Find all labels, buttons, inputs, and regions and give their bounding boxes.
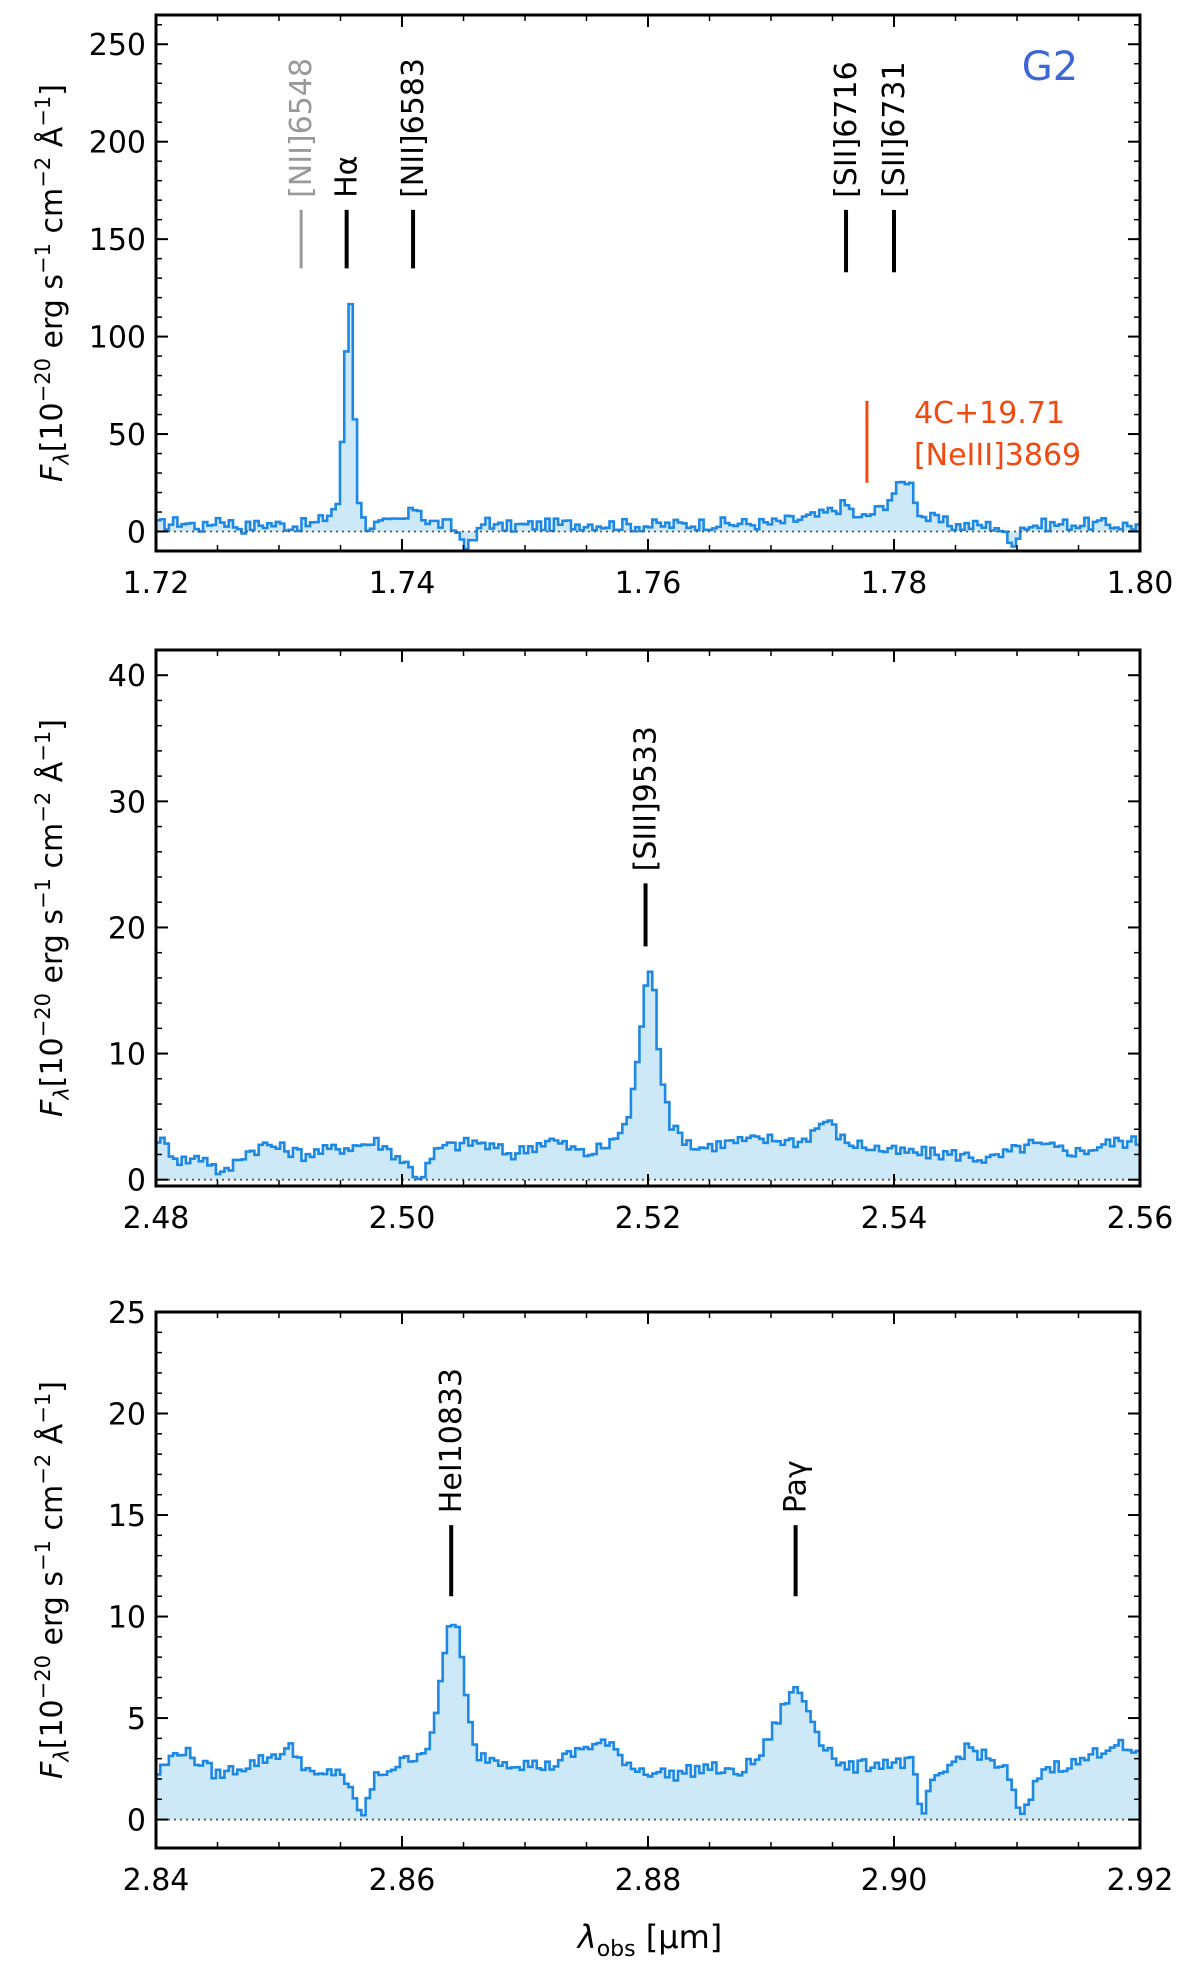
line-label: [NII]6583 [396,58,431,198]
y-label-part: −1 [31,731,55,762]
x-tick-label: 2.52 [615,1201,682,1236]
foreground-label-top: 4C+19.71 [914,396,1065,431]
y-tick-label: 200 [89,126,146,161]
y-label-part: λ [50,1087,74,1100]
x-tick-label: 1.72 [123,566,190,601]
y-label-part: λ [50,452,74,465]
x-tick-label: 2.48 [123,1201,190,1236]
y-label-part: λ [50,1749,74,1762]
x-tick-label: 1.74 [369,566,436,601]
y-tick-label: 0 [127,516,146,551]
x-tick-label: 2.84 [123,1863,190,1898]
x-axis-label: λobs [μm] [576,1918,723,1962]
line-label: HeI10833 [434,1368,469,1513]
panels: 1.72 1.74 1.76 1.78 1.80050100150200250[NII]… [31,13,1174,1898]
y-label-part: [10 [35,1699,70,1749]
x-tick-label: 2.56 [1107,1201,1174,1236]
y-axis-label: Fλ[10−20 erg s−1 cm−2 Å−1] [31,84,74,482]
y-label-part: −20 [31,993,55,1037]
y-tick-label: 50 [108,418,146,453]
y-label-part: erg s [35,909,70,993]
y-label-part: −20 [31,1655,55,1699]
line-label: [NII]6548 [284,58,319,198]
line-label: [SII]6731 [877,61,912,198]
y-axis-label: Fλ[10−20 erg s−1 cm−2 Å−1] [31,1381,74,1779]
y-label-part: Å [34,1423,70,1454]
line-label: Hα [330,156,365,198]
figure-label: G2 [1022,44,1078,90]
y-label-part: erg s [35,1571,70,1655]
y-tick-label: 0 [127,1804,146,1839]
x-tick-label: 2.86 [369,1863,436,1898]
y-label-part: −1 [31,96,55,127]
x-tick-label: 2.50 [369,1201,436,1236]
line-label: Paγ [779,1460,814,1513]
y-tick-label: 5 [127,1702,146,1737]
y-label-part: −2 [31,157,55,188]
y-label-part: −1 [31,878,55,909]
y-label-part: −2 [31,792,55,823]
y-tick-label: 150 [89,223,146,258]
y-label-part: −2 [31,1454,55,1485]
y-tick-label: 10 [108,1601,146,1636]
spectrum-fill [156,1625,1140,1820]
y-label-part: cm [35,188,70,243]
line-label: [SII]6716 [829,61,864,198]
y-label-part: Å [34,126,70,157]
y-tick-label: 250 [89,28,146,63]
x-tick-label: 1.80 [1107,566,1174,601]
x-label-symbol: λ [576,1918,597,1956]
y-tick-label: 15 [108,1499,146,1534]
spectrum-line [156,302,1140,551]
panel-2: 2.48 2.50 2.52 2.54 2.56 0 10 20 30 40 [SIII]9533 F… [31,648,1174,1236]
y-axis-label: Fλ[10−20 erg s−1 cm−2 Å−1] [31,719,74,1117]
y-label-part: [10 [35,402,70,452]
panel-3: 2.84 2.86 2.88 2.90 2.92 0 5 10 15 20 25 HeI10833 Pa… [31,1296,1173,1898]
y-label-part: Å [34,761,70,792]
y-label-part: ] [35,719,70,731]
foreground-label-bottom: [NeIII]3869 [914,438,1081,473]
y-tick-label: 100 [89,321,146,356]
line-label: [SIII]9533 [629,726,664,871]
y-label-part: −1 [31,1393,55,1424]
panel-1: 1.72 1.74 1.76 1.78 1.80 0 50 100 150 200 250 [NII]… [31,13,1174,601]
x-tick-label: 2.54 [861,1201,928,1236]
y-tick-label: 25 [108,1296,146,1331]
y-label-part: F [35,464,70,482]
y-tick-label: 30 [108,785,146,820]
y-label-part: erg s [35,274,70,358]
spectrum-line [156,1623,1140,1817]
y-tick-label: 20 [108,911,146,946]
y-tick-label: 40 [108,659,146,694]
y-label-part: −20 [31,358,55,402]
x-tick-label: 2.90 [861,1863,928,1898]
y-tick-label: 20 [108,1398,146,1433]
y-tick-label: 0 [127,1164,146,1199]
x-label-sub: obs [597,1937,636,1962]
y-label-part: ] [35,1381,70,1393]
spectrum-line [156,970,1140,1181]
x-tick-label: 2.92 [1107,1863,1174,1898]
x-tick-label: 1.78 [861,566,928,601]
y-label-part: −1 [31,1540,55,1571]
y-label-part: ] [35,84,70,96]
y-label-part: cm [35,1485,70,1540]
x-tick-label: 2.88 [615,1863,682,1898]
y-tick-label: 10 [108,1038,146,1073]
y-label-part: −1 [31,243,55,274]
x-label-unit: [μm] [636,1918,723,1956]
x-tick-label: 1.76 [615,566,682,601]
spectrum-fill [156,971,1140,1180]
y-label-part: F [35,1761,70,1779]
y-label-part: F [35,1099,70,1117]
y-label-part: cm [35,823,70,878]
y-label-part: [10 [35,1037,70,1087]
